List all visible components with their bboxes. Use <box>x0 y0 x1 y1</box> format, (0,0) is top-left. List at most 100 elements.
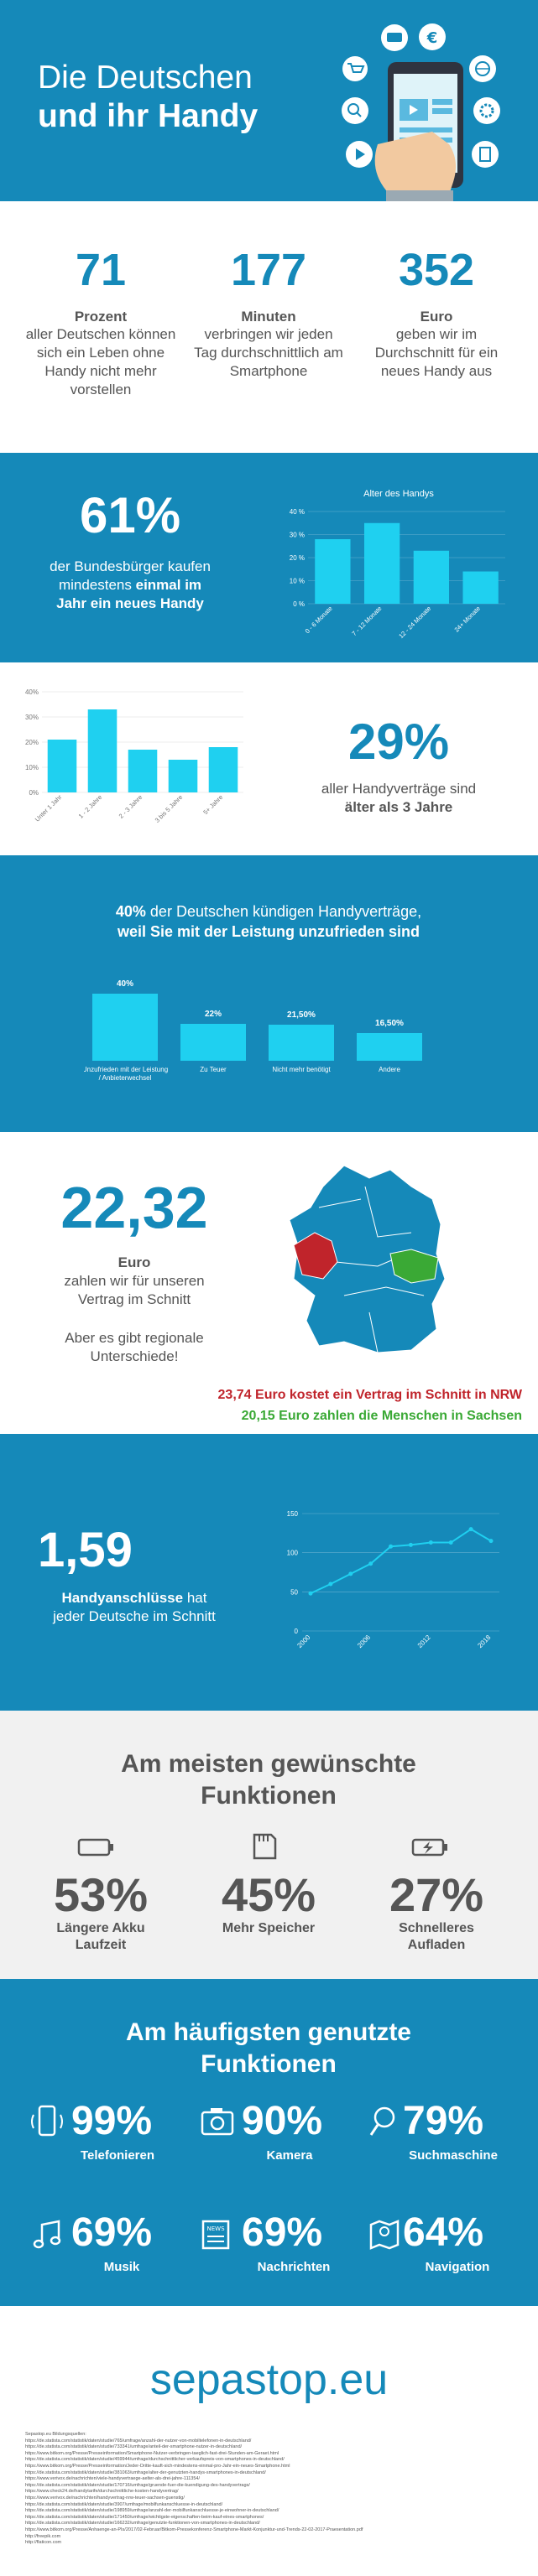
connections-chart: 0 50 100 150 2000 2006 2012 2018 <box>287 1510 499 1649</box>
connections-text-rest: hat jeder Deutsche im Schnitt <box>53 1590 216 1624</box>
x-tick-label: 5+ Jahre <box>201 793 224 816</box>
contract-age-percent: 29% <box>347 714 450 770</box>
source-line: https://de.statista.com/statistik/daten/… <box>25 2501 223 2507</box>
source-line: https://www.verivox.de/nachrichten/handy… <box>25 2496 185 2501</box>
bar <box>128 750 158 792</box>
stat-minutes-label: Minuten <box>241 309 296 325</box>
data-label: 22% <box>205 1010 222 1019</box>
y-tick-label: 10 % <box>290 578 305 585</box>
y-tick-label: 30 % <box>290 532 305 539</box>
search-icon-usage <box>369 2106 395 2136</box>
svg-text:€: € <box>426 29 438 47</box>
data-point <box>468 1527 473 1532</box>
series-line <box>310 1528 492 1595</box>
connections-text: Handyanschlüsse hat jeder Deutsche im Sc… <box>50 1589 218 1626</box>
bar <box>357 1033 422 1061</box>
data-label: 40% <box>117 979 133 989</box>
x-tick-label: Unter 1 Jahr <box>34 793 64 823</box>
footer-section: sepastop.eu Sepastop.eu Bildungsquellen:… <box>0 2306 538 2576</box>
data-point <box>448 1540 453 1545</box>
cancellation-title: 40% der Deutschen kündigen Handyverträge… <box>17 901 520 942</box>
map-region-sachsen <box>389 1249 439 1284</box>
x-tick-label: 2000 <box>295 1633 311 1649</box>
contract-age-bars: 0% 10% 20% 30% 40% Unter 1 Jahr 1 - 2 Jahre 2 -… <box>25 688 243 824</box>
stat-percent: 71 Prozent aller Deutschen können sich e… <box>25 243 176 399</box>
cancellation-chart: 40% Unzufrieden mit der Leistung/ Anbiete… <box>84 979 422 1082</box>
source-line: https://www.bitkom.org/Presse/Presseinfo… <box>25 2464 290 2469</box>
x-tick-label: Unzufrieden mit der Leistung <box>84 1066 168 1073</box>
chat-icon <box>381 24 408 51</box>
data-label: 21,50% <box>287 1010 316 1020</box>
document-icon <box>472 141 499 168</box>
usage-news-label: Nachrichten <box>257 2260 331 2274</box>
germany-map <box>289 1165 446 1353</box>
bar <box>47 740 77 792</box>
memory-card-icon <box>253 1833 277 1860</box>
phone-age-percent: 61% <box>79 487 181 543</box>
euro-icon: € <box>419 23 446 50</box>
source-line: https://www.bitkom.org/Presse/Anhaenge-a… <box>25 2527 363 2532</box>
source-line: https://de.statista.com/statistik/daten/… <box>25 2444 243 2450</box>
y-tick-label: 100 <box>287 1550 299 1557</box>
usage-news-percent: 69% <box>242 2210 323 2255</box>
bar <box>269 1025 334 1061</box>
x-tick-label: 2006 <box>356 1633 372 1649</box>
x-tick-label: / Anbieterwechsel <box>99 1074 152 1082</box>
hero-title-line1: Die Deutschen <box>38 60 253 96</box>
phone-age-chart: Alter des Handys 0 % 10 % 20 % 30 % 40 % 0 - … <box>290 489 505 640</box>
hero-title-line2: und ihr Handy <box>38 98 259 134</box>
usage-phone-label: Telefonieren <box>80 2148 155 2163</box>
contract-age-section: 0% 10% 20% 30% 40% Unter 1 Jahr 1 - 2 Jahre 2 -… <box>0 662 538 855</box>
source-line: https://de.statista.com/statistik/daten/… <box>25 2521 260 2527</box>
cost-nrw-text: 23,74 Euro kostet ein Vertrag im Schnitt… <box>217 1388 522 1402</box>
bar <box>413 550 450 604</box>
charging-icon <box>411 1838 447 1857</box>
wish-charging-label: Schnelleres Aufladen <box>399 1921 474 1952</box>
x-tick-label: 2012 <box>416 1633 432 1649</box>
music-icon <box>33 2220 61 2249</box>
phone-age-text-bold: einmal im Jahr ein neues Handy <box>56 577 204 611</box>
x-tick-label: 2 - 3 Jahre <box>118 793 144 820</box>
bar <box>180 1024 246 1061</box>
camera-icon <box>201 2108 234 2136</box>
y-tick-label: 0 <box>295 1628 299 1635</box>
connections-section: 1,59 Handyanschlüsse hat jeder Deutsche … <box>0 1434 538 1711</box>
x-tick-label: Nicht mehr benötigt <box>272 1066 331 1073</box>
source-line: https://de.statista.com/statistik/daten/… <box>25 2470 266 2475</box>
data-point <box>348 1571 353 1576</box>
battery-icon <box>77 1838 113 1857</box>
x-tick-label: 0 - 6 Monate <box>304 605 334 635</box>
bar <box>363 522 400 604</box>
svg-text:NEWS: NEWS <box>206 2225 225 2232</box>
y-tick-label: 40% <box>25 688 39 696</box>
news-icon: NEWS <box>201 2220 230 2250</box>
usage-camera-percent: 90% <box>242 2099 323 2143</box>
phone-age-text-pre: der Bundesbürger kaufen mindestens <box>50 558 211 593</box>
y-tick-label: 20 % <box>290 554 305 562</box>
wish-battery-percent: 53% <box>53 1868 149 1921</box>
hero-title: Die Deutschen und ihr Handy <box>38 59 258 136</box>
source-line: https://de.statista.com/statistik/daten/… <box>25 2438 252 2444</box>
cost-text: zahlen wir für unseren Vertrag im Schnit… <box>64 1273 205 1307</box>
data-label: 16,50% <box>375 1019 404 1028</box>
cancellation-section: 40% der Deutschen kündigen Handyverträge… <box>0 855 538 1132</box>
y-tick-label: 50 <box>290 1588 298 1596</box>
contract-age-chart: 0% 10% 20% 30% 40% Unter 1 Jahr 1 - 2 Jahre 2 -… <box>25 688 243 824</box>
source-line: https://de.statista.com/statistik/daten/… <box>25 2482 250 2488</box>
globe-icon <box>469 55 496 82</box>
cost-number: 22,32 <box>60 1175 208 1240</box>
x-tick-label: 7 - 12 Monate <box>350 605 383 637</box>
y-tick-label: 40 % <box>290 508 305 516</box>
data-point <box>428 1540 433 1545</box>
y-tick-label: 0% <box>29 789 39 797</box>
stat-euro: 352 Euro geben wir im Durchschnitt für e… <box>361 243 512 381</box>
wishes-section: Am meisten gewünschte Funktionen 53% Län… <box>0 1711 538 1979</box>
contract-age-text-pre: aller Handyverträge sind <box>321 781 477 797</box>
cancellation-title-mid: der Deutschen kündigen Handyverträge, <box>149 903 422 920</box>
bar <box>462 571 499 604</box>
wish-memory-percent: 45% <box>221 1868 316 1921</box>
cart-icon <box>342 56 368 81</box>
stat-euro-label: Euro <box>420 309 453 325</box>
phone-hand-illustration: € <box>342 23 500 209</box>
